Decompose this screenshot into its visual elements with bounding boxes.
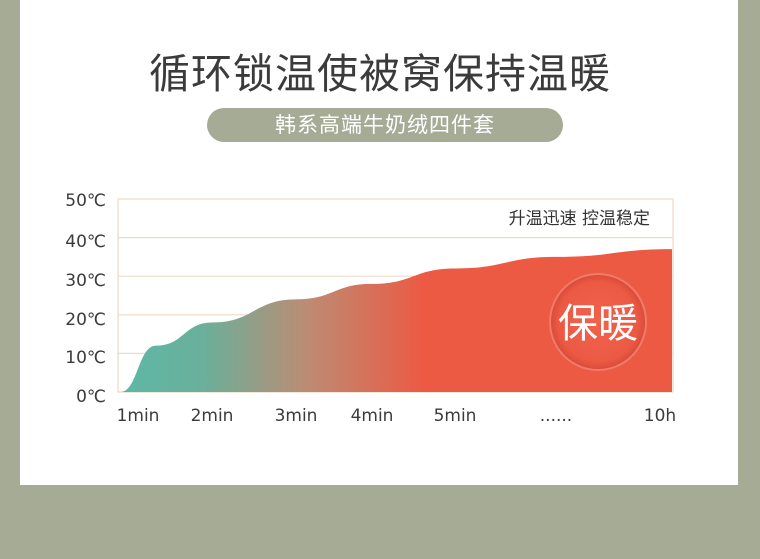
x-tick-label: 1min	[117, 406, 160, 426]
x-tick-label: 3min	[275, 406, 318, 426]
content-card	[20, 0, 738, 485]
temperature-area	[120, 249, 672, 392]
x-tick-label: 5min	[434, 406, 477, 426]
chart-annotation: 升温迅速 控温稳定	[509, 209, 650, 229]
subtitle-pill: 韩系高端牛奶绒四件套	[207, 108, 563, 142]
y-tick-label: 20℃	[65, 310, 106, 330]
x-tick-label: 10h	[644, 406, 676, 426]
x-tick-label: 2min	[191, 406, 234, 426]
y-tick-label: 30℃	[65, 271, 106, 291]
headline: 循环锁温使被窝保持温暖	[149, 50, 611, 98]
badge-label: 保暖	[558, 301, 638, 347]
y-tick-label: 10℃	[65, 348, 106, 368]
y-tick-label: 40℃	[65, 232, 106, 252]
x-tick-label: ......	[540, 406, 572, 426]
badge-circle	[549, 273, 647, 371]
x-tick-label: 4min	[351, 406, 394, 426]
y-tick-label: 0℃	[76, 387, 106, 407]
y-tick-label: 50℃	[65, 191, 106, 211]
